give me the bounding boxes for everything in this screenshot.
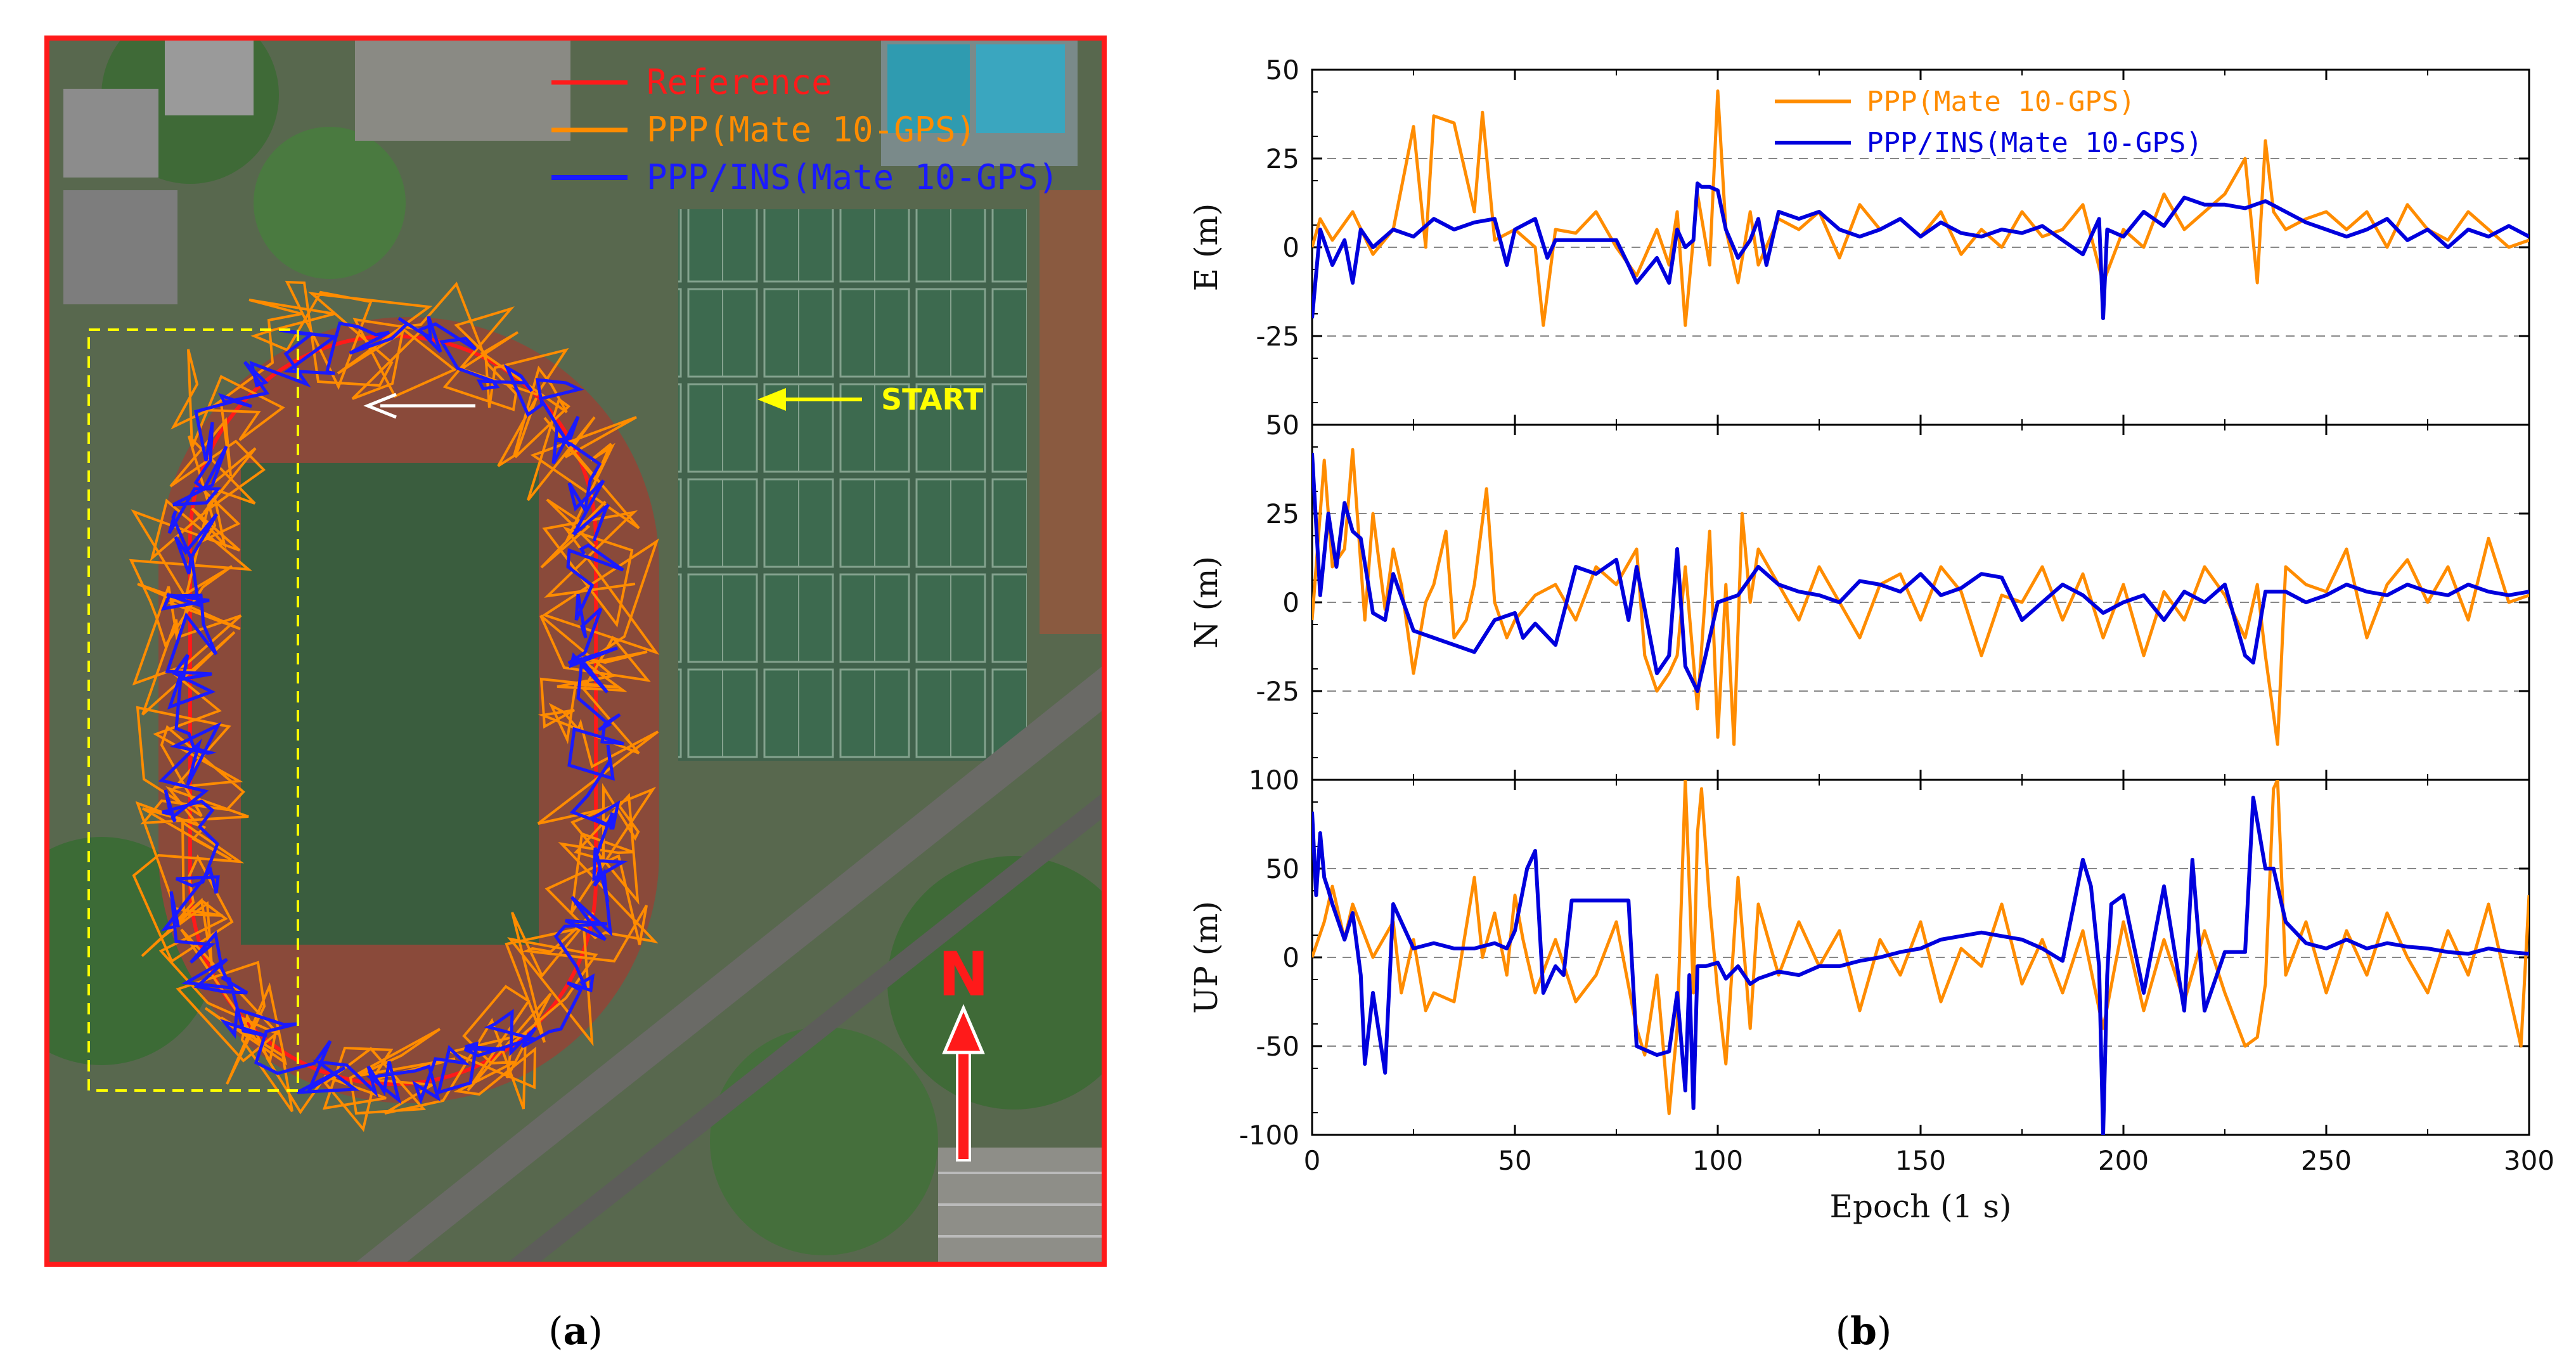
north-series-ppp-ins: [1312, 453, 2529, 693]
north-label: N: [938, 939, 989, 1010]
map-legend: Reference PPP(Mate 10-GPS) PPP/INS(Mate …: [551, 62, 1059, 197]
satellite-image: START N Reference PPP(Mate 10-GPS) PPP/I…: [48, 39, 1103, 1263]
start-label: START: [881, 382, 984, 417]
north-ytick-label: 25: [1266, 498, 1299, 529]
up-xtick-label: 200: [2098, 1145, 2149, 1176]
east-series-ppp-ins: [1312, 181, 2529, 320]
east-subplot: 50 25 0 -25 E (m) PPP(Mate 10-GPS) PPP/INS(Mat…: [1188, 55, 2530, 426]
map-legend-ppp-ins: PPP/INS(Mate 10-GPS): [647, 157, 1059, 197]
north-arrow-icon: [942, 1004, 985, 1162]
up-xtick-label: 0: [1304, 1145, 1321, 1176]
up-ytick-label: 50: [1266, 853, 1299, 884]
east-ytick-label: -25: [1256, 321, 1299, 352]
ppp-trajectory: [129, 280, 660, 1132]
map-frame: [44, 36, 1107, 1267]
legend-label-ppp: PPP(Mate 10-GPS): [1867, 86, 2135, 118]
panel-b-label: (b): [1836, 1309, 1892, 1354]
up-series-ppp-ins: [1312, 796, 2529, 1135]
up-ytick-label: 100: [1249, 765, 1299, 796]
map-legend-reference: Reference: [647, 62, 832, 102]
up-xtick-label: 100: [1692, 1145, 1743, 1176]
panel-a-trajectory-map: START N Reference PPP(Mate 10-GPS) PPP/I…: [44, 36, 1107, 1354]
north-ytick-label: 0: [1282, 587, 1299, 618]
east-ytick-label: 25: [1266, 143, 1299, 174]
up-xtick-label: 300: [2504, 1145, 2554, 1176]
east-ytick-label: 50: [1266, 55, 1299, 86]
up-xtick-label: 50: [1498, 1145, 1531, 1176]
north-subplot: 50 25 0 -25 N (m): [1188, 410, 2530, 781]
legend-label-ppp-ins: PPP/INS(Mate 10-GPS): [1867, 127, 2203, 159]
ppp-ins-trajectory: [158, 316, 628, 1105]
up-ytick-label: -50: [1256, 1031, 1299, 1062]
east-ytick-label: 0: [1282, 232, 1299, 263]
north-ylabel: N (m): [1188, 556, 1225, 649]
up-ylabel: UP (m): [1188, 901, 1225, 1014]
up-xtick-label: 150: [1895, 1145, 1946, 1176]
map-legend-ppp: PPP(Mate 10-GPS): [647, 110, 976, 150]
north-series-ppp: [1312, 448, 2529, 746]
panel-a-label: (a): [548, 1309, 603, 1354]
north-ytick-label: -25: [1256, 676, 1299, 707]
north-ytick-label: 50: [1266, 410, 1299, 441]
east-ylabel: E (m): [1188, 204, 1225, 292]
up-ytick-label: 0: [1282, 942, 1299, 973]
highlight-box: [87, 328, 299, 1092]
up-xlabel: Epoch (1 s): [1829, 1188, 2011, 1225]
up-ytick-label: -100: [1239, 1120, 1299, 1151]
up-xtick-label: 250: [2301, 1145, 2352, 1176]
up-series-ppp: [1312, 780, 2529, 1115]
